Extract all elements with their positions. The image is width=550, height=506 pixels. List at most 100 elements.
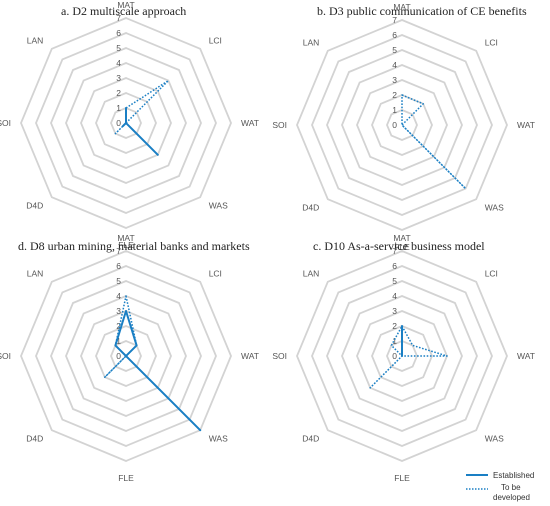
axis-label-soi: SOI [272, 351, 287, 361]
axis-label-lci: LCI [209, 268, 222, 278]
tick-label-1: 1 [116, 336, 121, 346]
axis-label-wat: WAT [241, 351, 259, 361]
grid-ring-4 [65, 62, 187, 184]
grid-ring-2 [95, 92, 157, 154]
grid-ring-7 [296, 250, 508, 462]
axis-label-mat: MAT [117, 233, 134, 243]
tick-label-3: 3 [392, 75, 397, 85]
grid-ring-2 [371, 325, 433, 387]
grid-ring-7 [296, 19, 508, 231]
axis-label-d4d: D4D [302, 434, 319, 444]
grid-ring-5 [50, 280, 202, 432]
grid-ring-6 [311, 265, 493, 447]
axis-label-was: WAS [485, 203, 504, 213]
legend-to-be-developed-label-line2: developed [493, 493, 530, 502]
series-to-be-developed [401, 94, 467, 190]
tick-label-5: 5 [116, 276, 121, 286]
radar-panel-0: a. D2 multiscale approach 0 1 2 3 4 5 6 7 MAT LCI W… [0, 0, 259, 250]
tick-label-3: 3 [116, 306, 121, 316]
grid-ring-2 [371, 94, 433, 156]
tick-label-4: 4 [392, 291, 397, 301]
axis-label-fle: FLE [118, 473, 134, 483]
axis-label-lan: LAN [27, 268, 44, 278]
axis-label-mat: MAT [393, 233, 410, 243]
tick-label-1: 1 [392, 105, 397, 115]
grid-ring-3 [356, 79, 448, 171]
axis-label-fle: FLE [394, 473, 410, 483]
series-established [121, 107, 159, 156]
axis-label-fle: FLE [394, 242, 410, 252]
tick-label-6: 6 [116, 261, 121, 271]
tick-label-0: 0 [116, 118, 121, 128]
axis-label-mat: MAT [393, 2, 410, 12]
radar-panel-3: c. D10 As-a-service business model 0 1 2 3 4 5… [272, 233, 535, 483]
grid-ring-3 [356, 310, 448, 402]
grid-ring-6 [311, 34, 493, 216]
axis-label-fle: FLE [118, 240, 134, 250]
grid-ring-4 [341, 64, 463, 186]
panel-title: d. D8 urban mining, material banks and m… [18, 239, 250, 253]
axis-label-wat: WAT [241, 118, 259, 128]
tick-label-0: 0 [392, 120, 397, 130]
panel-title: c. D10 As-a-service business model [313, 239, 485, 253]
tick-label-5: 5 [116, 43, 121, 53]
axis-label-was: WAS [209, 434, 228, 444]
series-to-be-developed [369, 325, 448, 389]
grid-ring-7 [20, 17, 232, 229]
tick-label-2: 2 [116, 321, 121, 331]
axis-label-lan: LAN [303, 268, 320, 278]
grid-ring-1 [386, 340, 418, 372]
axis-label-was: WAS [209, 201, 228, 211]
tick-label-3: 3 [392, 306, 397, 316]
axis-label-was: WAS [485, 434, 504, 444]
tick-label-7: 7 [392, 15, 397, 25]
tick-label-2: 2 [392, 90, 397, 100]
grid-ring-1 [386, 109, 418, 141]
tick-label-6: 6 [392, 30, 397, 40]
axis-label-soi: SOI [0, 351, 11, 361]
axis-label-lan: LAN [27, 35, 44, 45]
panel-title: b. D3 public communication of CE benefit… [317, 4, 527, 18]
grid-ring-3 [80, 77, 172, 169]
tick-label-1: 1 [116, 103, 121, 113]
grid-ring-6 [35, 32, 217, 214]
tick-label-7: 7 [116, 246, 121, 256]
axis-label-soi: SOI [272, 120, 287, 130]
axis-label-lci: LCI [485, 268, 498, 278]
axis-label-mat: MAT [117, 0, 134, 10]
tick-label-4: 4 [116, 58, 121, 68]
tick-label-2: 2 [392, 321, 397, 331]
axis-label-d4d: D4D [26, 201, 43, 211]
tick-label-7: 7 [392, 246, 397, 256]
radar-panel-1: b. D3 public communication of CE benefit… [272, 2, 535, 252]
series-to-be-developed [104, 295, 201, 431]
legend-to-be-developed-label-line1: To be [501, 483, 521, 492]
axis-label-lci: LCI [485, 37, 498, 47]
grid-ring-5 [326, 49, 478, 201]
tick-label-3: 3 [116, 73, 121, 83]
grid-ring-6 [35, 265, 217, 447]
tick-label-7: 7 [116, 13, 121, 23]
tick-label-0: 0 [116, 351, 121, 361]
radar-panel-2: d. D8 urban mining, material banks and m… [0, 233, 259, 483]
grid-ring-2 [95, 325, 157, 387]
grid-ring-4 [65, 295, 187, 417]
grid-ring-3 [80, 310, 172, 402]
grid-ring-1 [110, 340, 142, 372]
axis-label-wat: WAT [517, 120, 535, 130]
axis-label-lan: LAN [303, 37, 320, 47]
legend: Established To be developed [466, 471, 534, 502]
axis-label-d4d: D4D [302, 203, 319, 213]
axis-label-d4d: D4D [26, 434, 43, 444]
tick-label-5: 5 [392, 45, 397, 55]
tick-label-1: 1 [392, 336, 397, 346]
grid-ring-4 [341, 295, 463, 417]
legend-established-label: Established [493, 471, 534, 480]
grid-ring-7 [20, 250, 232, 462]
grid-ring-5 [326, 280, 478, 432]
tick-label-4: 4 [392, 60, 397, 70]
tick-label-6: 6 [116, 28, 121, 38]
series-to-be-developed [114, 79, 170, 135]
tick-label-6: 6 [392, 261, 397, 271]
